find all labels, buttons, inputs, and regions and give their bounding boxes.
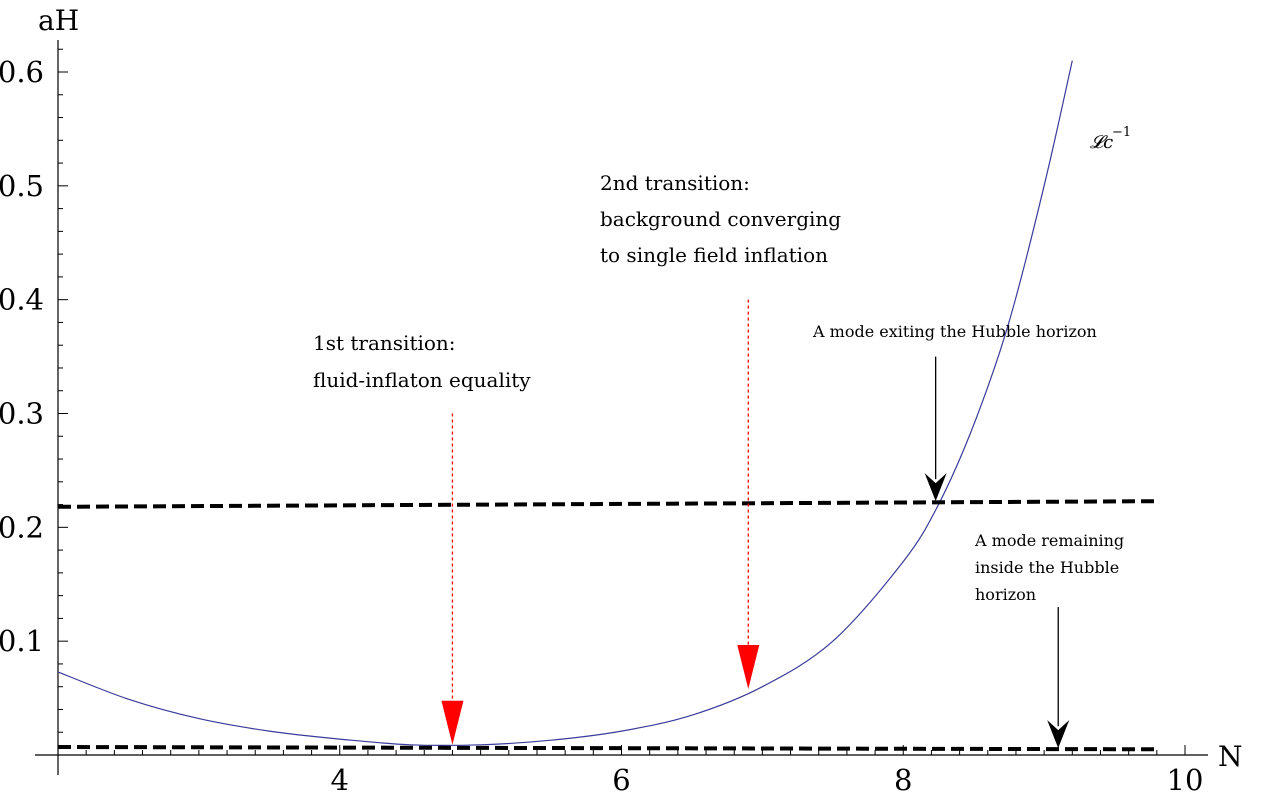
horizon-dashed-line [57, 499, 1157, 509]
annotation-arrowhead [924, 473, 947, 502]
axes: 4 6 8 10 0.1 0.2 0.3 0.4 0.5 0.6 [0, 40, 1208, 797]
annotation-text: 1st transition: [313, 331, 456, 355]
annotation-text: A mode remaining [974, 531, 1124, 550]
annotation-layer: 1st transition: fluid-inflaton equality 2n… [313, 171, 1124, 749]
annotation-text: to single field inflation [600, 243, 828, 267]
annotation-text: horizon [975, 585, 1036, 604]
y-axis-title: aH [38, 4, 79, 37]
annotation-text: background converging [600, 207, 841, 231]
horizon-dashed-line [57, 745, 1157, 752]
curve-label-superscript: −1 [1112, 125, 1131, 140]
annotation-arrowhead [1047, 720, 1070, 749]
y-tick-label: 0.2 [0, 510, 44, 544]
y-tick-label: 0.1 [0, 624, 44, 658]
y-tick-label: 0.6 [0, 55, 44, 89]
annotation-text: 2nd transition: [600, 171, 750, 195]
x-axis-title: N [1218, 740, 1243, 773]
curve-label: 𝓛c [1090, 132, 1113, 153]
x-tick-label: 4 [331, 763, 349, 797]
annotation-text: inside the Hubble [975, 558, 1119, 577]
y-tick-label: 0.5 [0, 169, 44, 203]
x-tick-label: 8 [894, 763, 912, 797]
x-tick-label: 10 [1167, 763, 1204, 797]
annotation-text: fluid-inflaton equality [313, 368, 531, 392]
x-tick-label: 6 [612, 763, 630, 797]
series-layer: 𝓛c−1 [57, 60, 1157, 752]
y-tick-label: 0.3 [0, 397, 44, 431]
annotation-arrowhead [737, 644, 760, 689]
annotation-text: A mode exiting the Hubble horizon [812, 322, 1097, 341]
y-tick-label: 0.4 [0, 283, 44, 317]
annotation-arrowhead [441, 700, 464, 745]
curve-line [57, 60, 1073, 747]
